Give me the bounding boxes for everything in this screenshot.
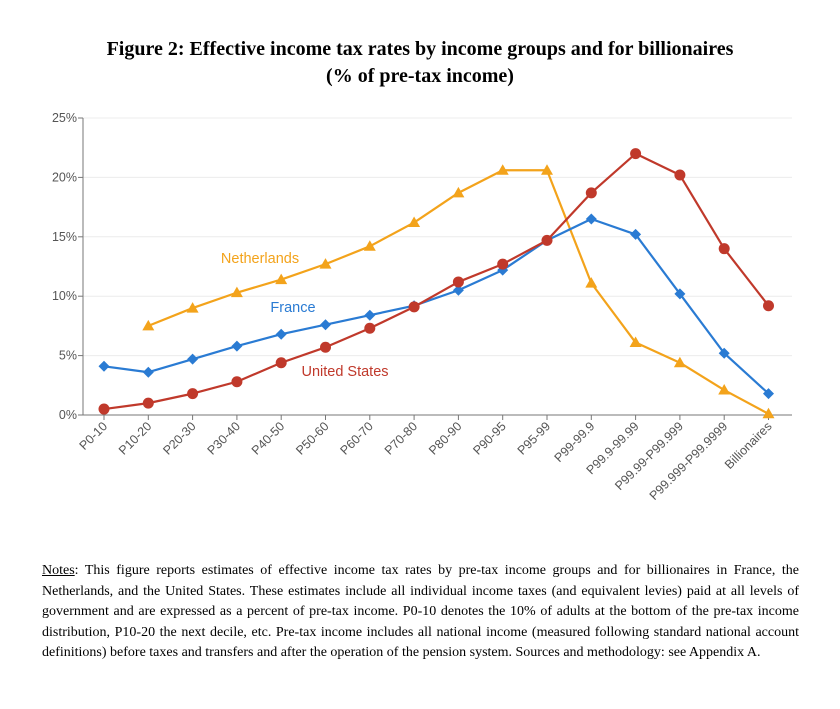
data-point: [142, 319, 155, 331]
data-point: [585, 187, 597, 199]
data-point: [320, 341, 331, 353]
x-tick-label: P30-40: [205, 419, 243, 457]
data-point: [496, 164, 509, 175]
x-tick-label: P70-80: [382, 419, 420, 457]
data-point: [230, 286, 243, 298]
series-line: [103, 152, 770, 411]
data-point: [585, 213, 597, 225]
x-tick-label: P10-20: [116, 419, 154, 457]
data-point: [718, 384, 731, 395]
x-tick-label: P40-50: [249, 419, 287, 457]
figure-title-line2: (% of pre-tax income): [326, 65, 514, 87]
data-point: [408, 216, 421, 228]
x-tick-labels: P0-10 P10-20 P20-30 P30-40 P40-50 P50-60 P60-7…: [77, 419, 775, 503]
data-point: [630, 148, 642, 160]
data-point: [452, 276, 464, 288]
data-point: [408, 301, 420, 313]
data-point: [763, 388, 774, 400]
data-point: [629, 336, 642, 348]
data-point: [187, 353, 199, 365]
data-point: [674, 169, 686, 181]
data-point: [275, 357, 287, 369]
data-point: [142, 397, 154, 409]
x-tick-label: P0-10: [77, 419, 111, 453]
y-tick-label: 25%: [52, 111, 77, 125]
notes-text: : This figure reports estimates of effec…: [42, 563, 799, 660]
data-point: [363, 240, 376, 251]
data-point: [186, 302, 199, 313]
x-tick-label: P60-70: [338, 419, 376, 457]
data-point: [452, 186, 465, 198]
data-point: [541, 164, 553, 175]
data-point: [763, 300, 774, 312]
y-tick-label: 10%: [52, 289, 77, 303]
data-point: [187, 388, 199, 400]
data-point: [762, 407, 775, 419]
y-tick-label: 20%: [52, 170, 77, 184]
y-tick-label: 15%: [52, 230, 77, 244]
grid: [83, 117, 792, 357]
notes-label: Notes: [42, 563, 75, 578]
x-tick-label: P95-99: [515, 419, 553, 457]
x-tick-label: P20-30: [160, 419, 198, 457]
data-point: [364, 322, 376, 334]
data-point: [142, 366, 154, 378]
series-label: United States: [301, 364, 388, 380]
y-tick-labels: 0% 5% 10% 15% 20% 25%: [52, 111, 77, 422]
data-point: [497, 258, 509, 270]
data-point: [718, 347, 730, 359]
data-point: [231, 376, 243, 388]
y-tick-label: 5%: [59, 349, 77, 363]
x-tick-label: P50-60: [293, 419, 331, 457]
data-point: [718, 243, 730, 255]
data-point: [452, 284, 464, 296]
data-point: [585, 277, 598, 288]
y-tick-label: 0%: [59, 408, 77, 422]
data-point: [630, 228, 642, 240]
series-label: Netherlands: [221, 251, 299, 267]
data-point: [364, 309, 376, 321]
series-labels: Netherlands France United States: [221, 251, 389, 380]
series-group: [98, 148, 775, 419]
x-tick-label: P99.999-P99.9999: [647, 419, 731, 503]
x-tick-label: P99-99.9: [552, 419, 598, 465]
x-tick-label: P80-90: [426, 419, 464, 457]
data-point: [275, 273, 288, 285]
x-tick-label: P90-95: [470, 419, 508, 457]
x-tick-label: Billionaires: [722, 419, 775, 472]
data-point: [319, 258, 332, 269]
series-united-states: [98, 148, 774, 415]
figure-title: Figure 2: Effective income tax rates by …: [0, 36, 840, 90]
series-label: France: [270, 300, 315, 316]
line-chart: 0% 5% 10% 15% 20% 25% P0-10 P10-20 P20-30 P30-40…: [52, 111, 792, 503]
data-point: [98, 403, 110, 415]
data-point: [98, 360, 110, 372]
series-netherlands: [142, 164, 775, 419]
figure-title-line1: Figure 2: Effective income tax rates by …: [106, 38, 734, 60]
notes: Notes: This figure reports estimates of …: [42, 561, 799, 664]
data-point: [231, 340, 243, 352]
series-line: [103, 217, 770, 395]
data-point: [673, 356, 686, 368]
data-point: [275, 328, 287, 340]
axes: [78, 117, 792, 420]
data-point: [320, 319, 331, 331]
data-point: [674, 288, 686, 300]
data-point: [541, 234, 553, 246]
